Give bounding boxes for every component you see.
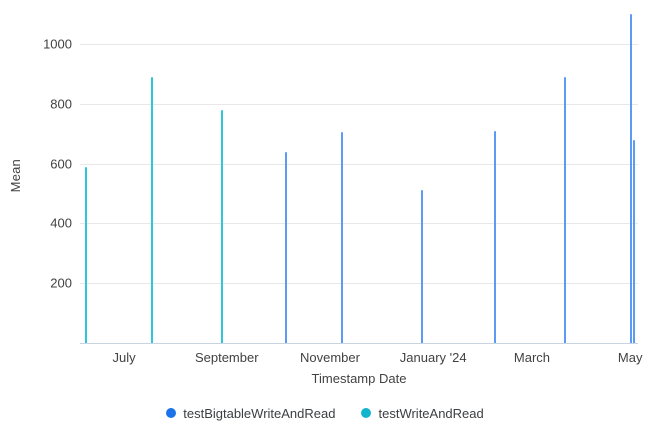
- legend-label: testBigtableWriteAndRead: [183, 405, 336, 421]
- data-bar-testBigtableWriteAndRead[interactable]: [421, 190, 424, 343]
- legend-dot-teal-icon: [361, 408, 372, 418]
- gridline: [80, 163, 638, 165]
- y-axis-title-text: Mean: [7, 158, 23, 193]
- data-bar-testBigtableWriteAndRead[interactable]: [632, 139, 635, 343]
- gridline: [80, 103, 638, 105]
- x-axis-tick-label: July: [112, 350, 136, 365]
- legend-dot-blue-icon: [166, 408, 177, 418]
- x-axis-tick-label: March: [513, 350, 551, 365]
- x-axis-tick-label: January '24: [399, 350, 467, 365]
- data-bar-testBigtableWriteAndRead[interactable]: [563, 76, 566, 343]
- y-axis-tick-label: 600: [50, 156, 72, 172]
- legend-item-testBigtableWriteAndRead[interactable]: testBigtableWriteAndRead: [166, 406, 335, 421]
- x-axis-title: Timestamp Date: [311, 371, 407, 386]
- data-bar-testBigtableWriteAndRead[interactable]: [284, 151, 287, 343]
- legend: testBigtableWriteAndRead testWriteAndRea…: [0, 404, 650, 422]
- data-bar-testWriteAndRead[interactable]: [220, 109, 223, 343]
- y-axis-tick-label: 1000: [43, 36, 72, 52]
- plot-area: [80, 8, 638, 344]
- y-axis-title: Mean: [4, 8, 26, 343]
- gridline: [80, 283, 638, 285]
- x-axis-tick-label: September: [194, 350, 259, 365]
- x-axis-tick-label: May: [617, 350, 643, 365]
- y-axis-tick-label: 200: [50, 275, 72, 291]
- data-bar-testWriteAndRead[interactable]: [150, 76, 153, 343]
- data-bar-testBigtableWriteAndRead[interactable]: [630, 13, 633, 343]
- legend-label: testWriteAndRead: [378, 405, 484, 421]
- x-axis-tick-label: November: [299, 350, 360, 365]
- data-bar-testWriteAndRead[interactable]: [85, 166, 88, 343]
- legend-item-testWriteAndRead[interactable]: testWriteAndRead: [361, 405, 484, 421]
- data-bar-testBigtableWriteAndRead[interactable]: [494, 130, 497, 343]
- gridline: [80, 223, 638, 225]
- gridline: [80, 43, 638, 45]
- y-axis-tick-label: 400: [50, 215, 72, 231]
- y-axis-tick-label: 800: [50, 96, 72, 112]
- data-bar-testBigtableWriteAndRead[interactable]: [341, 132, 344, 343]
